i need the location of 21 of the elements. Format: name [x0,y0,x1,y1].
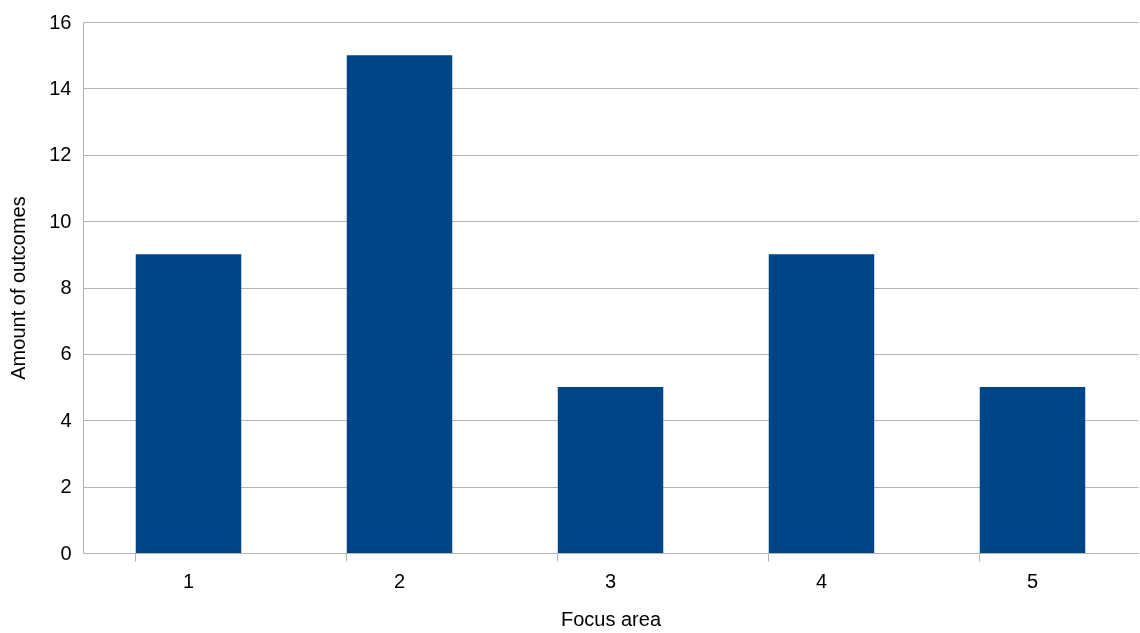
bar [135,254,242,553]
bar [979,387,1086,553]
bar [768,254,875,553]
x-tick-label: 1 [182,569,195,592]
y-axis-title: Amount of outcomes [7,196,30,380]
y-tick-label: 6 [60,342,72,365]
y-tick-label: 0 [60,541,72,564]
y-tick-label: 10 [49,209,72,232]
x-tick-label: 4 [815,569,828,592]
y-tick-label: 14 [49,76,72,99]
bar [557,387,664,553]
x-tick-label: 5 [1026,569,1039,592]
x-tick-label: 2 [393,569,406,592]
x-tick-label: 3 [604,569,617,592]
y-tick-label: 12 [49,143,72,166]
y-tick-label: 2 [60,475,72,498]
y-tick-label: 4 [60,408,72,431]
bar [346,55,453,553]
x-axis-title: Focus area [560,607,662,630]
y-tick-label: 8 [60,276,72,298]
y-tick-label: 16 [49,10,72,33]
